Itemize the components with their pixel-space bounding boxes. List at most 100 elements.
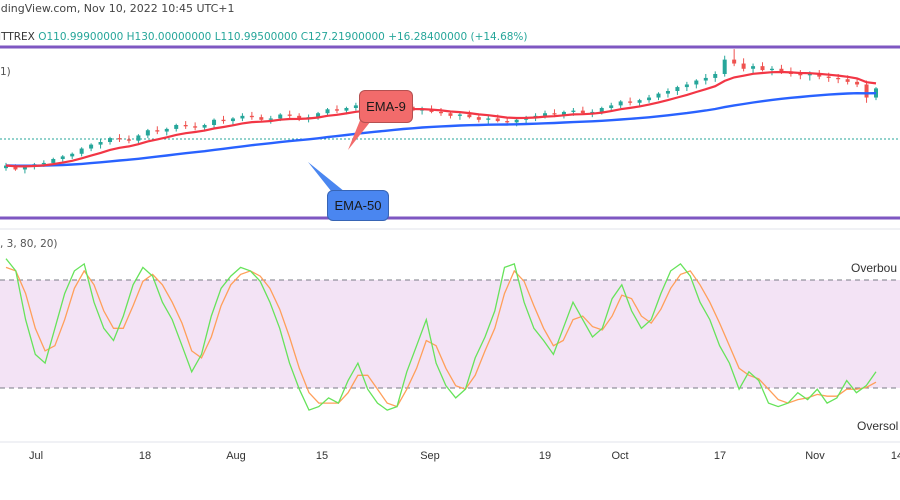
x-tick-label: 18 — [139, 450, 151, 462]
candle-body — [618, 101, 623, 106]
x-tick-label: Sep — [420, 450, 440, 462]
candle-body — [212, 119, 217, 125]
x-axis: Jul 18 Aug 15 Sep 19 Oct 17 Nov 14 — [29, 450, 900, 462]
overbought-label: Overbou — [851, 261, 897, 275]
candle-body — [353, 105, 358, 108]
candle-body — [136, 135, 141, 141]
candle-body — [836, 77, 841, 80]
price-indicator-fragment: 1) — [0, 66, 11, 78]
candle-body — [609, 105, 614, 108]
candle-body — [779, 68, 784, 72]
candle-body — [637, 100, 642, 103]
ema9-callout: EMA-9 — [359, 90, 413, 123]
candle-body — [580, 110, 585, 114]
header-source: adingView.com, Nov 10, 2022 10:45 UTC+1 — [0, 2, 235, 15]
candle-body — [22, 166, 27, 170]
x-tick-label: Aug — [226, 450, 246, 462]
candle-body — [174, 125, 179, 129]
candle-body — [183, 125, 188, 127]
x-tick-label: 14 — [891, 450, 900, 462]
candle-body — [722, 59, 727, 74]
candle-body — [155, 130, 160, 132]
candle-body — [287, 114, 292, 116]
candle-body — [855, 81, 860, 85]
candle-body — [70, 153, 75, 157]
candle-body — [571, 110, 576, 112]
candle-body — [60, 156, 65, 159]
candle-body — [760, 66, 765, 71]
candle-body — [193, 126, 198, 128]
candle-body — [694, 80, 699, 85]
ema9-callout-label: EMA-9 — [366, 99, 406, 114]
candle-body — [486, 118, 491, 120]
candle-body — [89, 144, 94, 149]
candle-body — [145, 130, 150, 136]
ema50-callout-label: EMA-50 — [334, 198, 382, 213]
candle-body — [798, 74, 803, 76]
candle-body — [108, 138, 113, 142]
oversold-label: Oversol — [857, 419, 898, 433]
x-tick-label: 19 — [539, 450, 551, 462]
ohlc-values: O110.99900000 H130.00000000 L110.9950000… — [38, 31, 528, 43]
candle-body — [164, 128, 169, 132]
candle-body — [713, 74, 718, 78]
candle-body — [325, 109, 330, 114]
ohlc-readout: ITTREX O110.99900000 H130.00000000 L110.… — [0, 31, 528, 43]
candle-body — [590, 111, 595, 114]
candle-body — [874, 88, 878, 98]
symbol-fragment: ITTREX — [0, 31, 35, 43]
candle-body — [675, 87, 680, 91]
candle-body — [807, 74, 812, 76]
candle-body — [13, 165, 18, 170]
candle-body — [98, 142, 103, 145]
x-tick-label: Jul — [29, 450, 43, 462]
candle-body — [864, 84, 869, 98]
candle-body — [4, 165, 8, 169]
candle-body — [457, 114, 462, 116]
candle-body — [439, 111, 443, 114]
candle-body — [703, 77, 708, 81]
candle-body — [751, 66, 756, 69]
candle-body — [297, 115, 302, 119]
candle-body — [344, 108, 349, 111]
candle-body — [316, 113, 321, 118]
price-panel — [0, 45, 900, 220]
candle-body — [249, 115, 254, 118]
x-tick-label: Nov — [805, 450, 825, 462]
candle-body — [845, 79, 850, 82]
candle-body — [495, 118, 500, 122]
candle-body — [268, 118, 273, 120]
x-tick-label: 15 — [316, 450, 328, 462]
stochastic-panel: Overbou Oversol — [0, 258, 900, 433]
candle-body — [221, 119, 226, 122]
candle-body — [476, 117, 481, 120]
candle-body — [628, 101, 633, 103]
stochastic-d-line — [5, 266, 877, 408]
candle-body — [240, 115, 245, 119]
x-tick-label: Oct — [611, 450, 628, 462]
ema50-callout: EMA-50 — [327, 190, 389, 221]
candle-body — [769, 68, 774, 71]
stochastic-params: , 3, 80, 20) — [0, 238, 58, 250]
candle-body — [79, 148, 84, 154]
candle-body — [543, 113, 548, 116]
candle-body — [561, 111, 566, 115]
x-tick-label: 17 — [714, 450, 726, 462]
stochastic-k-line — [5, 258, 877, 411]
candle-body — [505, 121, 510, 123]
candle-body — [647, 97, 652, 101]
candle-body — [732, 59, 737, 64]
candle-body — [126, 139, 131, 141]
candle-body — [826, 76, 831, 78]
candle-body — [230, 118, 235, 122]
candle-body — [202, 125, 207, 128]
candle-body — [817, 74, 822, 77]
candle-body — [656, 93, 661, 98]
candle-body — [665, 91, 670, 94]
candle-body — [278, 114, 283, 119]
candle-body — [684, 84, 689, 88]
candle-body — [467, 114, 472, 118]
ema50-line — [5, 91, 877, 167]
ema50-callout-pointer — [308, 162, 350, 196]
